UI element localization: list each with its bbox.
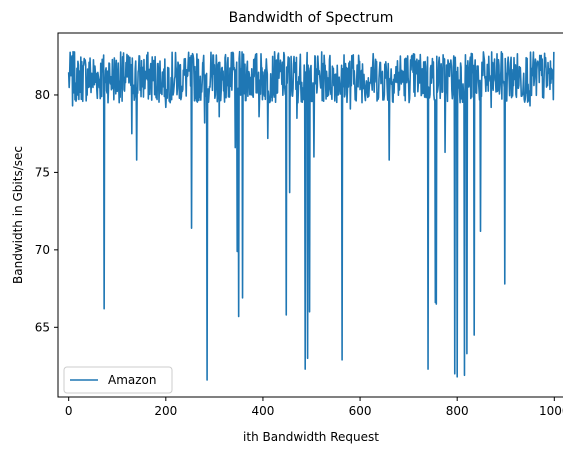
legend-label-amazon: Amazon: [108, 373, 157, 387]
x-tick-label: 800: [446, 404, 469, 418]
plot-area: [67, 50, 555, 381]
chart-title: Bandwidth of Spectrum: [229, 10, 394, 26]
y-tick-label: 80: [35, 88, 50, 102]
legend-box: [63, 366, 173, 394]
x-tick-label: 400: [251, 404, 274, 418]
y-axis-label: Bandwidth in Gbits/sec: [11, 146, 25, 284]
x-tick-label: 1000: [539, 404, 563, 418]
x-tick-label: 0: [65, 404, 73, 418]
y-tick-label: 65: [35, 320, 50, 334]
x-axis-label: ith Bandwidth Request: [243, 430, 379, 444]
x-axis-ticks: 0 200 400 600 800 1000: [65, 397, 563, 418]
y-axis-ticks: 65 70 75 80: [35, 88, 58, 334]
series-line-amazon: [67, 50, 555, 381]
legend: Amazon: [63, 366, 173, 394]
y-tick-label: 75: [35, 165, 50, 179]
x-tick-label: 200: [154, 404, 177, 418]
y-tick-label: 70: [35, 243, 50, 257]
x-tick-label: 600: [349, 404, 372, 418]
plot-frame: [57, 32, 563, 398]
